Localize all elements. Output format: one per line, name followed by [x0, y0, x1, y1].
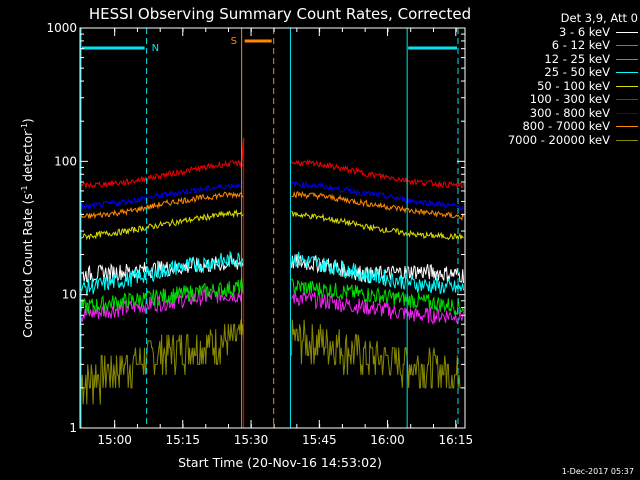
y-axis: 1 10 100 1000: [46, 21, 465, 435]
x-tick-label: 15:00: [97, 433, 132, 447]
night-label: N: [152, 43, 159, 54]
y-axis-label-exp1: -1: [20, 185, 29, 193]
legend-title: Det 3,9, Att 0: [560, 11, 638, 25]
legend: Det 3,9, Att 0 3 - 6 keV 6 - 12 keV 12 - 2…: [474, 11, 638, 148]
series-line-0-seg-1: [291, 254, 465, 284]
series-line-1-seg-1: [291, 290, 465, 326]
legend-entry: 25 - 50 keV: [474, 65, 638, 80]
legend-entry: 3 - 6 keV: [474, 24, 638, 40]
y-axis-label-part-a: Corrected Count Rate (s: [21, 193, 35, 337]
legend-entry: 6 - 12 keV: [474, 38, 638, 53]
y-axis-label-part-c: detector: [21, 131, 35, 186]
legend-entry-label: 800 - 7000 keV: [522, 119, 610, 133]
x-tick-label: 16:15: [439, 433, 474, 447]
legend-entry-label: 12 - 25 keV: [544, 51, 610, 66]
series-line-5-seg-1: [291, 158, 465, 190]
x-tick-label: 16:00: [370, 433, 405, 447]
saa-label: S: [231, 36, 237, 47]
legend-entry-label: 100 - 300 keV: [529, 92, 610, 106]
legend-swatch: [616, 31, 638, 33]
legend-entry: 7000 - 20000 keV: [474, 132, 638, 148]
x-tick-label: 15:15: [165, 433, 200, 447]
legend-swatch: [616, 72, 638, 74]
series-line-6-seg-0: [81, 181, 244, 211]
series-line-7-seg-1: [291, 190, 465, 221]
x-axis-label: Start Time (20-Nov-16 14:53:02): [178, 455, 382, 470]
legend-entry: 12 - 25 keV: [474, 51, 638, 67]
series-line-4-seg-1: [291, 210, 464, 242]
series-line-2-seg-1: [291, 278, 465, 315]
series-line-3-seg-0: [80, 250, 245, 296]
legend-entry-label: 25 - 50 keV: [544, 65, 610, 79]
legend-swatch: [616, 58, 638, 60]
x-axis: 15:00 15:15 15:30 15:45 16:00 16:15: [97, 28, 473, 447]
y-axis-label-exp2: -1: [20, 123, 29, 131]
y-tick-label: 1: [69, 421, 77, 435]
legend-entry-label: 7000 - 20000 keV: [507, 132, 610, 147]
series-line-3-seg-1: [291, 251, 465, 295]
series-line-4-seg-0: [81, 208, 244, 241]
series-line-6-seg-1: [291, 180, 465, 211]
y-tick-label: 1000: [46, 21, 77, 35]
legend-swatch: [616, 112, 638, 114]
series-line-0-seg-0: [81, 254, 245, 283]
y-axis-label-part-e: ): [21, 118, 35, 123]
series-line-8-seg-1: [291, 319, 464, 389]
series-line-2-seg-0: [80, 277, 245, 314]
series-line-7-seg-0: [80, 191, 244, 220]
footer-timestamp: 1-Dec-2017 05:37: [561, 467, 634, 476]
legend-swatch: [616, 45, 638, 47]
chart-title: HESSI Observing Summary Count Rates, Cor…: [89, 5, 471, 23]
x-tick-label: 15:30: [234, 433, 269, 447]
x-tick-label: 15:45: [302, 433, 337, 447]
legend-swatch: [616, 126, 638, 128]
legend-entry-label: 3 - 6 keV: [559, 24, 610, 39]
legend-entry: 50 - 100 keV: [474, 78, 638, 94]
series-line-5-seg-0: [80, 159, 245, 189]
y-tick-label: 10: [62, 288, 77, 302]
axes-frame: [79, 27, 466, 429]
y-tick-label: 100: [54, 154, 77, 168]
legend-entry-label: 6 - 12 keV: [551, 38, 610, 52]
y-axis-label: Corrected Count Rate (s-1 detector-1): [20, 118, 35, 337]
legend-swatch: [616, 139, 638, 141]
plot-area: NS: [80, 28, 465, 428]
legend-entry: 100 - 300 keV: [474, 92, 638, 107]
series-line-8-seg-0: [80, 319, 245, 405]
legend-entry: 800 - 7000 keV: [474, 119, 638, 134]
legend-entry: 300 - 800 keV: [474, 105, 638, 121]
legend-swatch: [616, 85, 638, 87]
legend-entry-label: 50 - 100 keV: [537, 78, 610, 93]
legend-swatch: [616, 99, 638, 101]
legend-entry-label: 300 - 800 keV: [529, 105, 610, 120]
